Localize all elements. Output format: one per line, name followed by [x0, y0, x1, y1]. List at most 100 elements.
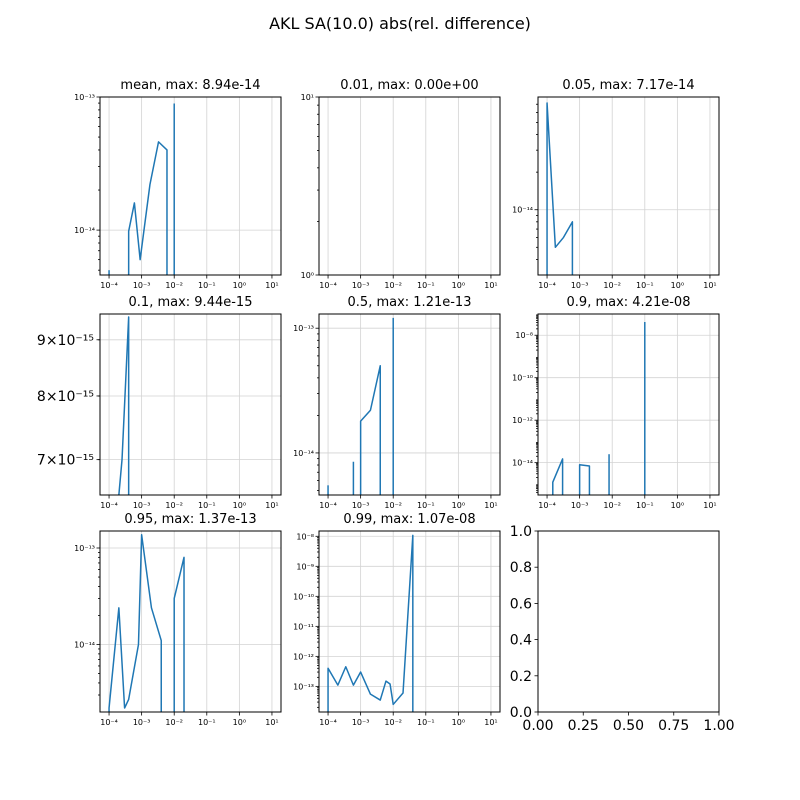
- x-tick-label: 10⁰: [452, 281, 465, 290]
- x-tick-label: 0.00: [522, 718, 553, 734]
- x-tick-label: 0.75: [658, 718, 689, 734]
- plot-frame: [537, 96, 720, 276]
- subplot-title: 0.1, max: 9.44e-15: [129, 295, 253, 310]
- x-tick-label: 10⁻²: [165, 718, 183, 727]
- y-tick-label: 10⁻¹⁴: [512, 459, 533, 468]
- x-tick-label: 10⁰: [452, 501, 465, 510]
- y-tick-label: 10⁻⁹: [296, 562, 314, 571]
- plot-frame: [318, 530, 501, 713]
- subplot-title: 0.05, max: 7.17e-14: [562, 78, 694, 93]
- x-tick-label: 10¹: [703, 501, 716, 510]
- x-tick-label: 10⁻⁴: [100, 281, 118, 290]
- subplot-title: 0.01, max: 0.00e+00: [340, 78, 478, 93]
- x-tick-label: 10⁻⁴: [100, 718, 118, 727]
- y-tick-label: 10⁻¹¹: [293, 622, 314, 631]
- subplot-5: 10⁻⁴ 10⁻³ 10⁻² 10⁻¹ 10⁰ 10¹ 10⁻¹⁴ 10⁻¹³ 0.5, max…: [293, 295, 501, 510]
- subplot-1: 10⁻⁴ 10⁻³ 10⁻² 10⁻¹ 10⁰ 10¹ 10⁻¹⁴ 10⁻¹³ mean, ma…: [74, 78, 282, 290]
- series-line-segment: [552, 458, 564, 495]
- plot-frame: [99, 96, 282, 276]
- y-tick-label: 10⁻¹⁰: [293, 592, 314, 601]
- plot-frame: [537, 530, 720, 713]
- plot-frame: [99, 313, 282, 496]
- y-tick-label: 10⁻⁸: [296, 532, 314, 541]
- x-tick-label: 10¹: [484, 281, 497, 290]
- x-tick-label: 1.00: [703, 718, 734, 734]
- subplot-3: 10⁻⁴ 10⁻³ 10⁻² 10⁻¹ 10⁰ 10¹ 10⁻¹⁴ 0.05, max: 7.…: [512, 78, 720, 290]
- x-tick-label: 10⁻¹: [198, 281, 216, 290]
- series-line-segment: [173, 556, 185, 712]
- series-line-segment: [327, 534, 414, 712]
- subplot-title: 0.9, max: 4.21e-08: [567, 295, 691, 310]
- subplot-title: 0.99, max: 1.07e-08: [343, 512, 475, 527]
- x-tick-label: 10⁻³: [352, 281, 370, 290]
- x-tick-label: 10⁻³: [352, 501, 370, 510]
- x-tick-label: 10⁻⁴: [100, 501, 118, 510]
- x-tick-label: 10⁻³: [133, 501, 151, 510]
- x-tick-label: 10⁻²: [603, 501, 621, 510]
- x-tick-label: 10⁻²: [384, 501, 402, 510]
- x-tick-label: 10⁰: [233, 718, 246, 727]
- y-tick-label: 10⁻¹³: [293, 324, 314, 333]
- subplot-8: 10⁻⁴ 10⁻³ 10⁻² 10⁻¹ 10⁰ 10¹ 10⁻¹³ 10⁻¹² 10⁻¹¹ 10⁻…: [293, 512, 501, 727]
- subplot-4: 10⁻⁴ 10⁻³ 10⁻² 10⁻¹ 10⁰ 10¹ 7×10⁻¹⁵ 8×10⁻¹⁵ 9×10…: [37, 295, 282, 510]
- x-tick-label: 10¹: [484, 718, 497, 727]
- series-line-segment: [578, 463, 591, 495]
- x-tick-label: 10⁻³: [133, 718, 151, 727]
- subplot-2: 10⁻⁴ 10⁻³ 10⁻² 10⁻¹ 10⁰ 10¹ 10⁰ 10¹ 0.01, max: 0…: [301, 78, 501, 290]
- x-tick-label: 10⁻²: [165, 281, 183, 290]
- x-tick-label: 10¹: [484, 501, 497, 510]
- y-tick-label: 0.8: [510, 560, 532, 576]
- y-tick-label: 10⁰: [301, 271, 314, 280]
- plot-frame: [537, 313, 720, 496]
- subplot-title: mean, max: 8.94e-14: [120, 78, 260, 93]
- y-tick-label: 0.2: [510, 669, 532, 685]
- subplot-9: 0.00 0.25 0.50 0.75 1.00 0.0 0.2 0.4 0.6 0.8 1.0: [510, 524, 735, 734]
- subplot-title: 0.5, max: 1.21e-13: [348, 295, 472, 310]
- y-tick-label: 0.4: [510, 633, 532, 649]
- x-tick-label: 10⁻¹: [198, 718, 216, 727]
- x-tick-label: 10⁻²: [165, 501, 183, 510]
- plot-frame: [318, 313, 501, 496]
- y-tick-label: 0.0: [510, 705, 532, 721]
- y-tick-label: 10¹: [301, 93, 314, 102]
- x-tick-label: 10¹: [265, 281, 278, 290]
- x-tick-label: 10⁻³: [571, 281, 589, 290]
- series-line-segment: [108, 534, 162, 712]
- subplot-6: 10⁻⁴ 10⁻³ 10⁻² 10⁻¹ 10⁰ 10¹ 10⁻¹⁴ 10⁻¹² 10⁻¹⁰ 10⁻…: [512, 295, 720, 510]
- series-line-segment: [118, 316, 130, 495]
- x-tick-label: 10⁰: [233, 281, 246, 290]
- figure-title: AKL SA(10.0) abs(rel. difference): [269, 14, 531, 33]
- x-tick-label: 0.50: [613, 718, 644, 734]
- x-tick-label: 0.25: [568, 718, 599, 734]
- x-tick-label: 10⁻²: [384, 281, 402, 290]
- x-tick-label: 10¹: [703, 281, 716, 290]
- x-tick-label: 10¹: [265, 718, 278, 727]
- y-tick-label: 10⁻¹³: [74, 93, 95, 102]
- subplot-7: 10⁻⁴ 10⁻³ 10⁻² 10⁻¹ 10⁰ 10¹ 10⁻¹⁴ 10⁻¹³ 0.95, ma…: [74, 512, 282, 727]
- x-tick-label: 10⁻³: [352, 718, 370, 727]
- y-tick-label: 10⁻¹³: [74, 544, 95, 553]
- y-tick-label: 10⁻¹²: [512, 416, 533, 425]
- y-tick-label: 0.6: [510, 596, 532, 612]
- x-tick-label: 10⁰: [671, 281, 684, 290]
- x-tick-label: 10⁻⁴: [319, 501, 337, 510]
- x-tick-label: 10⁻²: [384, 718, 402, 727]
- x-tick-label: 10¹: [265, 501, 278, 510]
- y-tick-label: 10⁻¹²: [293, 652, 314, 661]
- plot-frame: [318, 96, 501, 276]
- series-line-segment: [359, 365, 381, 495]
- x-tick-label: 10⁻¹: [636, 281, 654, 290]
- x-tick-label: 10⁻¹: [198, 501, 216, 510]
- x-tick-label: 10⁻⁴: [319, 718, 337, 727]
- x-tick-label: 10⁻²: [603, 281, 621, 290]
- x-tick-label: 10⁻³: [571, 501, 589, 510]
- x-tick-label: 10⁻¹: [417, 718, 435, 727]
- x-tick-label: 10⁻⁴: [538, 281, 556, 290]
- x-tick-label: 10⁰: [233, 501, 246, 510]
- plot-frame: [99, 530, 282, 713]
- y-tick-label: 9×10⁻¹⁵: [37, 333, 94, 349]
- x-tick-label: 10⁻¹: [417, 501, 435, 510]
- x-tick-label: 10⁻³: [133, 281, 151, 290]
- y-tick-label: 10⁻¹⁴: [293, 449, 314, 458]
